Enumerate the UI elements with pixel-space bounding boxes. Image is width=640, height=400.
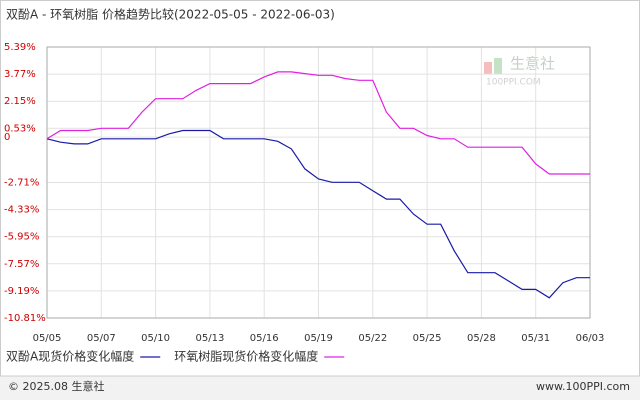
x-tick-label: 05/16 <box>250 333 279 344</box>
y-tick-label: -9.19% <box>4 286 39 297</box>
y-tick-label: 5.39% <box>4 42 36 53</box>
y-tick-label: -4.33% <box>4 205 39 216</box>
footer-copyright: © 2025.08 生意社 <box>8 379 104 393</box>
y-tick-label: 3.77% <box>4 69 36 80</box>
x-tick-label: 05/05 <box>33 333 62 344</box>
y-tick-label: 2.15% <box>4 96 36 107</box>
legend-label: 环氧树脂现货价格变化幅度 <box>174 349 318 364</box>
series-line <box>46 71 590 175</box>
legend-label: 双酚A现货价格变化幅度 <box>6 349 134 364</box>
x-tick-label: 05/10 <box>141 333 170 344</box>
y-tick-label: -5.95% <box>4 232 39 243</box>
x-tick-label: 06/03 <box>576 333 605 344</box>
watermark-site: 100PPI.COM <box>486 78 541 88</box>
x-tick-label: 05/25 <box>413 333 442 344</box>
y-tick-label: -2.71% <box>4 178 39 189</box>
x-tick-label: 05/22 <box>358 333 387 344</box>
y-tick-label: 0 <box>4 132 10 143</box>
footer-bg <box>0 376 640 400</box>
y-tick-label: 0.53% <box>4 123 36 134</box>
logo-bar <box>494 58 502 74</box>
series-line <box>46 129 590 299</box>
x-tick-label: 05/13 <box>195 333 224 344</box>
x-tick-label: 05/31 <box>521 333 550 344</box>
y-tick-label: -10.81% <box>4 313 46 324</box>
chart-title: 双酚A - 环氧树脂 价格趋势比较(2022-05-05 - 2022-06-0… <box>6 7 335 22</box>
watermark-name: 生意社 <box>510 55 555 73</box>
plot-border <box>46 46 591 319</box>
watermark: 生意社 100PPI.COM <box>484 55 555 88</box>
x-tick-label: 05/28 <box>467 333 496 344</box>
x-tick-label: 05/19 <box>304 333 333 344</box>
x-tick-label: 05/07 <box>87 333 116 344</box>
y-tick-label: -7.57% <box>4 259 39 270</box>
logo-bar <box>484 62 492 74</box>
footer-site: www.100PPI.com <box>536 380 630 393</box>
